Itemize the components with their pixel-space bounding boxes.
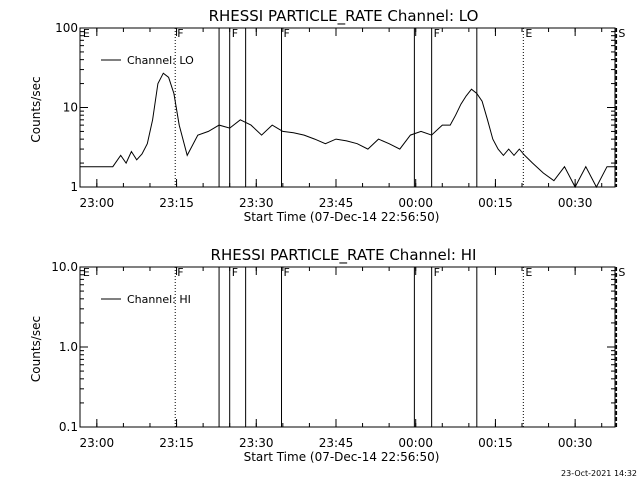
event-marker-label: E bbox=[525, 266, 532, 279]
chart-title: RHESSI PARTICLE_RATE Channel: LO bbox=[209, 7, 479, 26]
chart-title: RHESSI PARTICLE_RATE Channel: HI bbox=[211, 246, 477, 265]
x-tick-label: 00:00 bbox=[398, 196, 433, 210]
x-tick-label: 23:45 bbox=[319, 436, 354, 450]
event-marker-label: F bbox=[232, 266, 238, 279]
chart-panel-2: RHESSI PARTICLE_RATE Channel: HI 0.1 1.0 10… bbox=[29, 246, 625, 464]
x-tick-label: 23:15 bbox=[159, 196, 194, 210]
legend-label: Channel: HI bbox=[127, 293, 191, 306]
x-tick-label: 23:00 bbox=[80, 196, 115, 210]
event-marker-label: F bbox=[284, 27, 290, 40]
x-tick-label: 23:15 bbox=[159, 436, 194, 450]
x-tick-label: 23:45 bbox=[319, 196, 354, 210]
x-tick-label: 00:00 bbox=[398, 436, 433, 450]
x-tick-label: 23:00 bbox=[80, 436, 115, 450]
event-marker-label: F bbox=[434, 27, 440, 40]
x-tick-label: 23:30 bbox=[239, 196, 274, 210]
event-marker-label: F bbox=[284, 266, 290, 279]
event-marker-label: E bbox=[83, 27, 90, 40]
x-tick-label: 00:30 bbox=[558, 196, 593, 210]
x-tick-label: 00:15 bbox=[478, 196, 513, 210]
x-axis-label: Start Time (07-Dec-14 22:56:50) bbox=[244, 450, 440, 464]
y-tick-label: 10.0 bbox=[51, 260, 78, 274]
series-line-0 bbox=[80, 72, 615, 189]
event-marker-label: F bbox=[434, 266, 440, 279]
event-marker-label: F bbox=[232, 27, 238, 40]
timestamp: 23-Oct-2021 14:32 bbox=[561, 469, 637, 478]
y-tick-label: 1 bbox=[70, 180, 78, 194]
y-tick-label: 10 bbox=[63, 101, 78, 115]
legend-label: Channel: LO bbox=[127, 54, 194, 67]
event-marker-label: E bbox=[83, 266, 90, 279]
x-tick-label: 00:15 bbox=[478, 436, 513, 450]
y-tick-label: 1.0 bbox=[59, 340, 78, 354]
plot-frame bbox=[79, 266, 616, 428]
x-tick-label: 23:30 bbox=[239, 436, 274, 450]
chart-panel-1: RHESSI PARTICLE_RATE Channel: LO 1 10 100 23… bbox=[29, 7, 625, 224]
x-axis-label: Start Time (07-Dec-14 22:56:50) bbox=[244, 210, 440, 224]
plot-frame bbox=[79, 27, 616, 188]
event-marker-label: F bbox=[177, 266, 183, 279]
event-marker-label: S bbox=[618, 27, 625, 40]
y-tick-label: 0.1 bbox=[59, 420, 78, 434]
event-marker-label: S bbox=[618, 266, 625, 279]
x-tick-label: 00:30 bbox=[558, 436, 593, 450]
y-tick-label: 100 bbox=[55, 21, 78, 35]
y-axis-label: Counts/sec bbox=[29, 76, 43, 142]
y-axis-label: Counts/sec bbox=[29, 316, 43, 382]
event-marker-label: F bbox=[177, 27, 183, 40]
event-marker-label: E bbox=[525, 27, 532, 40]
